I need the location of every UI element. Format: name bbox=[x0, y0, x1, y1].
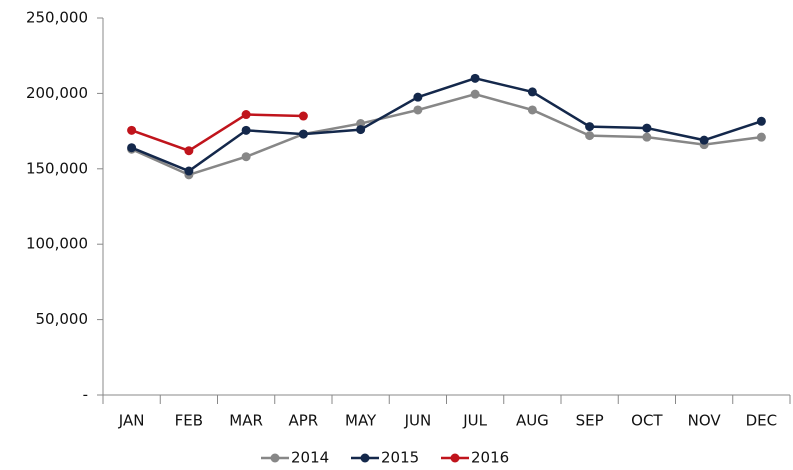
x-tick-label: JAN bbox=[118, 412, 145, 430]
series-line bbox=[131, 92, 762, 177]
x-tick-label: DEC bbox=[746, 412, 778, 430]
point bbox=[298, 129, 308, 139]
point bbox=[470, 73, 480, 83]
point bbox=[298, 111, 308, 121]
point bbox=[356, 125, 366, 135]
y-tick-label: 150,000 bbox=[26, 159, 88, 177]
point bbox=[184, 166, 194, 176]
point bbox=[527, 87, 537, 97]
point bbox=[527, 105, 537, 115]
x-tick-label: MAR bbox=[229, 412, 263, 430]
point bbox=[642, 123, 652, 133]
x-tick-label: FEB bbox=[175, 412, 203, 430]
x-tick-label: JUN bbox=[404, 412, 432, 430]
series-line bbox=[131, 77, 762, 173]
point bbox=[585, 131, 595, 141]
legend-label: 2015 bbox=[381, 449, 419, 467]
x-tick-label: JUL bbox=[462, 412, 487, 430]
point bbox=[470, 89, 480, 99]
y-tick-label: 200,000 bbox=[26, 84, 88, 102]
x-tick-label: APR bbox=[289, 412, 319, 430]
x-tick-label: MAY bbox=[345, 412, 377, 430]
point bbox=[642, 132, 652, 142]
legend-marker bbox=[450, 453, 460, 463]
x-tick-label: OCT bbox=[631, 412, 663, 430]
y-tick-label: 250,000 bbox=[26, 9, 88, 27]
x-tick-label: SEP bbox=[576, 412, 604, 430]
point bbox=[241, 152, 251, 162]
point bbox=[241, 125, 251, 135]
legend-marker bbox=[270, 453, 280, 463]
x-tick-label: AUG bbox=[516, 412, 549, 430]
y-tick-label: 100,000 bbox=[26, 235, 88, 253]
series-line bbox=[131, 113, 304, 153]
point bbox=[127, 125, 137, 135]
y-tick-label: 50,000 bbox=[36, 310, 89, 328]
point bbox=[413, 105, 423, 115]
point bbox=[413, 92, 423, 102]
point bbox=[127, 143, 137, 153]
point bbox=[585, 122, 595, 132]
y-tick-label: - bbox=[83, 386, 88, 404]
legend-label: 2016 bbox=[471, 449, 509, 467]
point bbox=[756, 132, 766, 142]
point bbox=[184, 146, 194, 156]
x-tick-label: NOV bbox=[688, 412, 722, 430]
point bbox=[699, 135, 709, 145]
point bbox=[756, 116, 766, 126]
legend-label: 2014 bbox=[291, 449, 329, 467]
legend-marker bbox=[360, 453, 370, 463]
point bbox=[241, 110, 251, 120]
